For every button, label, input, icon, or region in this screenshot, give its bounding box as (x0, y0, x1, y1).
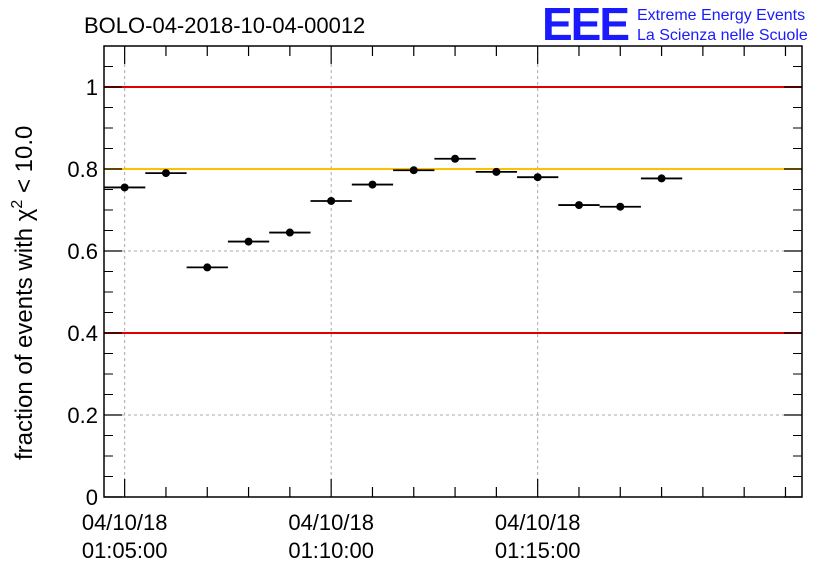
x-tick-label-time: 01:10:00 (288, 538, 374, 563)
data-point (244, 237, 253, 246)
data-point (120, 183, 129, 192)
y-tick-label: 0.6 (67, 239, 98, 264)
x-tick-label-date: 04/10/18 (495, 510, 581, 535)
y-tick-label: 1 (86, 75, 98, 100)
data-point (533, 173, 542, 182)
plot-frame (103, 45, 803, 498)
axis-ticks (104, 46, 802, 498)
y-tick-label: 0.2 (67, 403, 98, 428)
data-point (616, 202, 625, 211)
data-points (104, 154, 683, 272)
x-tick-label-time: 01:15:00 (495, 538, 581, 563)
y-tick-labels: 0 0.2 0.4 0.6 0.8 1 (67, 75, 98, 510)
eee-logo: EEE Extreme Energy Events La Scienza nel… (542, 0, 808, 50)
data-point (409, 166, 418, 175)
data-point (657, 174, 666, 183)
grid (104, 46, 802, 497)
y-axis-label: fraction of events with χ2 < 10.0 (9, 126, 38, 460)
reference-lines (104, 86, 802, 334)
logo-line-2: La Scienza nelle Scuole (637, 27, 808, 44)
data-point (285, 228, 294, 237)
data-point (161, 169, 170, 178)
y-tick-label: 0.4 (67, 321, 98, 346)
data-point (451, 154, 460, 163)
y-tick-label: 0.8 (67, 157, 98, 182)
data-point (327, 196, 336, 205)
data-point (574, 201, 583, 210)
data-point (492, 167, 501, 176)
chart-title: BOLO-04-2018-10-04-00012 (84, 13, 365, 38)
eee-logo-mark: EEE (542, 0, 628, 50)
x-tick-label-time: 01:05:00 (82, 538, 168, 563)
data-point (368, 180, 377, 189)
x-tick-labels: 04/10/18 01:05:00 04/10/18 01:10:00 04/10/18… (82, 510, 581, 563)
logo-line-1: Extreme Energy Events (637, 7, 805, 24)
data-point (203, 263, 212, 272)
y-tick-label: 0 (86, 485, 98, 510)
x-tick-label-date: 04/10/18 (288, 510, 374, 535)
x-tick-label-date: 04/10/18 (82, 510, 168, 535)
